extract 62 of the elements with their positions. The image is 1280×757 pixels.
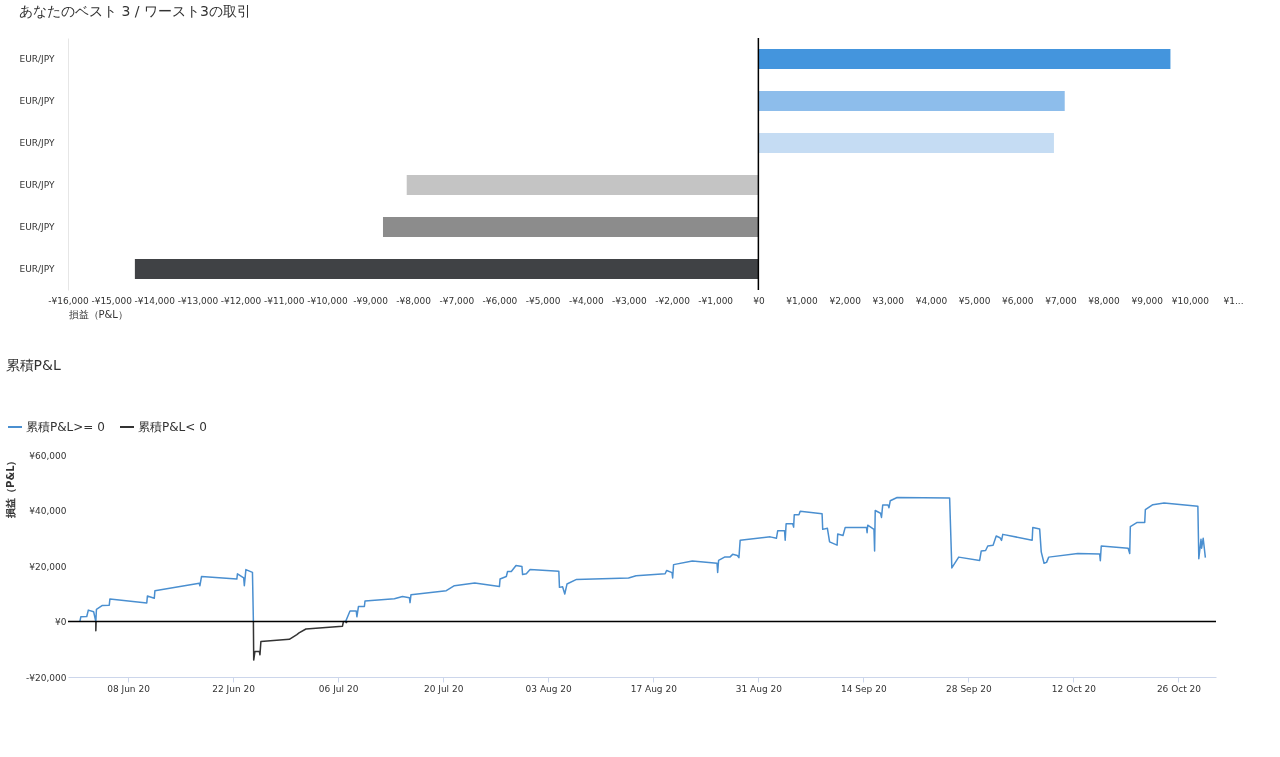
y-tick-label: EUR/JPY [19, 54, 55, 64]
y-tick-label: EUR/JPY [19, 222, 55, 232]
x-tick-label: 26 Oct 20 [1156, 683, 1202, 694]
x-tick-label: -¥16,000 [48, 295, 89, 306]
bar [758, 49, 1171, 69]
y-tick-label: EUR/JPY [19, 264, 55, 274]
x-tick-label: ¥8,000 [1088, 295, 1121, 306]
y-tick-label: ¥20,000 [29, 561, 67, 572]
x-tick-label: -¥11,000 [264, 295, 305, 306]
x-tick-label: -¥13,000 [177, 295, 219, 306]
x-tick-label: 17 Aug 20 [630, 683, 678, 694]
x-tick-label: ¥0 [753, 295, 765, 306]
x-tick-label: -¥15,000 [91, 295, 133, 306]
x-tick-label: 14 Sep 20 [841, 683, 887, 694]
legend-label: 累積P&L< 0 [138, 420, 207, 434]
x-tick-label: ¥9,000 [1131, 295, 1164, 306]
bar [406, 175, 759, 195]
x-tick-label: -¥4,000 [568, 295, 604, 306]
x-tick-label: -¥3,000 [612, 295, 648, 306]
x-tick-label: 03 Aug 20 [525, 683, 573, 694]
x-tick-label: 28 Sep 20 [946, 683, 992, 694]
y-axis-title: 損益（P&L） [5, 455, 17, 519]
x-axis-title: 損益（P&L） [68, 308, 128, 320]
x-tick-label: ¥7,000 [1045, 295, 1077, 306]
x-tick-label: ¥1,000 [786, 295, 819, 306]
x-tick-label: ¥1... [1223, 295, 1244, 306]
x-tick-label: -¥12,000 [220, 295, 262, 306]
chart-title: あなたのベスト 3 / ワースト3の取引 [19, 3, 251, 20]
x-tick-label: -¥5,000 [525, 295, 561, 306]
x-tick-label: ¥3,000 [872, 295, 905, 306]
x-tick-label: 12 Oct 20 [1051, 683, 1097, 694]
bar [758, 91, 1065, 111]
y-tick-label: EUR/JPY [19, 96, 55, 106]
x-tick-label: -¥2,000 [655, 295, 691, 306]
bar [382, 217, 759, 237]
y-tick-label: ¥60,000 [29, 450, 67, 461]
y-tick-label: ¥0 [55, 617, 67, 627]
x-tick-label: -¥1,000 [698, 295, 734, 306]
x-tick-label: ¥5,000 [958, 295, 991, 306]
x-tick-label: ¥6,000 [1002, 295, 1034, 306]
x-tick-label: ¥2,000 [829, 295, 862, 306]
x-tick-label: -¥7,000 [439, 295, 475, 306]
x-tick-label: -¥9,000 [353, 295, 389, 306]
y-tick-label: EUR/JPY [19, 180, 55, 190]
chart-title: 累積P&L [5, 357, 61, 373]
x-tick-label: 22 Jun 20 [212, 683, 256, 694]
bar [134, 259, 759, 279]
y-tick-label: EUR/JPY [19, 138, 55, 148]
x-tick-label: 08 Jun 20 [107, 683, 151, 694]
x-tick-label: 06 Jul 20 [318, 683, 359, 694]
x-tick-label: ¥4,000 [915, 295, 948, 306]
y-tick-label: ¥40,000 [29, 506, 67, 516]
x-tick-label: -¥14,000 [134, 295, 176, 306]
legend-label: 累積P&L>= 0 [26, 420, 105, 434]
x-tick-label: -¥8,000 [396, 295, 432, 306]
x-tick-label: 31 Aug 20 [735, 683, 783, 694]
x-tick-label: -¥10,000 [307, 295, 348, 306]
x-tick-label: 20 Jul 20 [423, 683, 464, 694]
bar [758, 133, 1054, 153]
x-tick-label: -¥6,000 [482, 295, 518, 306]
x-tick-label: ¥10,000 [1171, 295, 1210, 306]
y-tick-label: -¥20,000 [26, 672, 67, 683]
